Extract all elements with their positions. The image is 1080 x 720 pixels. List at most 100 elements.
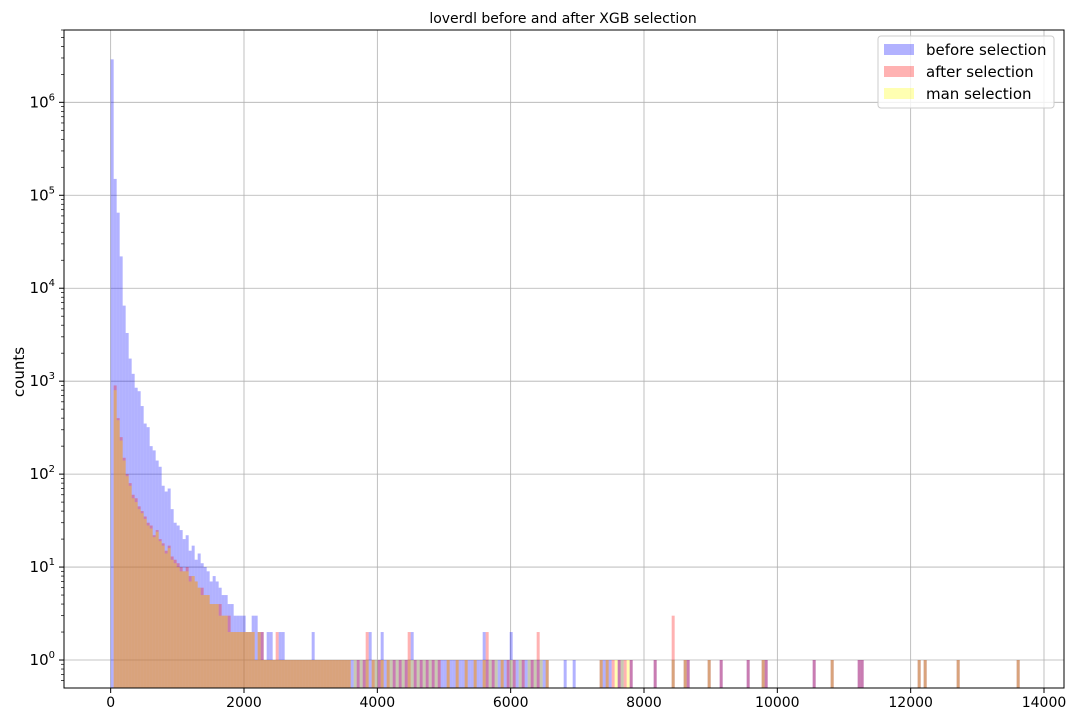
histogram-bar: [197, 587, 201, 688]
histogram-bar: [338, 660, 342, 688]
histogram-bar: [509, 660, 513, 688]
histogram-bar: [263, 660, 267, 688]
histogram-bar: [125, 474, 129, 688]
histogram-bar: [923, 660, 927, 688]
histogram-bar: [359, 660, 363, 688]
histogram-bar: [260, 660, 264, 688]
histogram-bar: [281, 660, 285, 688]
histogram-bar: [347, 660, 351, 688]
histogram-bar: [260, 632, 264, 688]
histogram-bar: [188, 576, 192, 688]
histogram-bar: [230, 632, 234, 688]
histogram-bar: [482, 660, 486, 688]
histogram-bar: [116, 418, 120, 688]
histogram-bar: [233, 615, 237, 688]
histogram-bar: [164, 491, 168, 688]
histogram-bar: [272, 660, 276, 688]
histogram-bar: [536, 632, 540, 688]
histogram-bar: [305, 660, 309, 688]
histogram-bar: [353, 660, 357, 688]
histogram-bar: [191, 576, 195, 688]
histogram-bar: [317, 660, 321, 688]
histogram-bar: [314, 660, 318, 688]
histogram-bar: [761, 660, 765, 688]
histogram-bar: [200, 563, 204, 688]
histogram-bar: [158, 539, 162, 688]
histogram-bar: [287, 660, 291, 688]
histogram-bar: [719, 660, 723, 688]
histogram-bar: [176, 563, 180, 688]
histogram-bar: [653, 660, 657, 688]
histogram-bar: [380, 660, 384, 688]
histogram-bar: [206, 571, 210, 688]
legend-label: man selection: [926, 85, 1032, 103]
histogram-bar: [311, 632, 315, 688]
histogram-bar: [434, 660, 438, 688]
histogram-bar: [122, 305, 126, 688]
histogram-bar: [455, 660, 459, 688]
histogram-bar: [431, 660, 435, 688]
histogram-bar: [149, 446, 153, 688]
histogram-bar: [686, 660, 690, 688]
histogram-bar: [290, 660, 294, 688]
histogram-bars: [110, 59, 1020, 689]
histogram-bar: [671, 660, 675, 688]
histogram-bar: [245, 632, 249, 688]
histogram-bar: [143, 518, 147, 688]
histogram-bar: [437, 660, 441, 688]
histogram-bar: [308, 660, 312, 688]
histogram-bar: [188, 550, 192, 688]
histogram-bar: [356, 660, 360, 688]
histogram-bar: [398, 660, 402, 688]
histogram-bar: [266, 632, 270, 688]
histogram-bar: [605, 660, 609, 688]
histogram-bar: [506, 660, 510, 688]
histogram-bar: [161, 543, 165, 688]
histogram-bar: [299, 660, 303, 688]
histogram-bar: [323, 660, 327, 688]
histogram-bar: [284, 660, 288, 688]
legend-swatch: [884, 66, 914, 77]
plot-frame: [63, 29, 1065, 689]
histogram-bar: [467, 660, 471, 688]
histogram-bar: [203, 595, 207, 688]
histogram-bar: [236, 632, 240, 688]
histogram-bar: [482, 660, 486, 688]
histogram-bar: [308, 660, 312, 688]
histogram-bar: [263, 660, 267, 688]
histogram-bar: [479, 660, 483, 688]
histogram-bar: [113, 178, 117, 688]
histogram-bar: [278, 632, 282, 688]
histogram-bar: [608, 660, 612, 688]
series-group: [113, 385, 1020, 688]
histogram-bar: [194, 581, 198, 688]
histogram-bar: [251, 632, 255, 688]
histogram-bar: [152, 450, 156, 688]
histogram-bar: [164, 553, 168, 688]
histogram-bar: [545, 660, 549, 688]
histogram-bar: [464, 660, 468, 688]
histogram-bar: [428, 660, 432, 688]
histogram-bar: [224, 615, 228, 688]
histogram-bar: [476, 660, 480, 688]
histogram-bar: [248, 632, 252, 688]
histogram-bar: [371, 660, 375, 688]
histogram-bar: [311, 660, 315, 688]
histogram-bar: [221, 615, 225, 688]
histogram-bar: [515, 660, 519, 688]
x-tick-label: 6000: [493, 695, 529, 711]
histogram-bar: [221, 615, 225, 688]
histogram-bar: [131, 498, 135, 688]
series-group: [110, 59, 1020, 689]
histogram-bar: [434, 660, 438, 688]
x-tick-label: 2000: [226, 695, 262, 711]
histogram-bar: [473, 660, 477, 688]
histogram-bar: [446, 660, 450, 688]
histogram-bar: [425, 660, 429, 688]
histogram-bar: [293, 660, 297, 688]
histogram-bar: [572, 660, 576, 688]
histogram-bar: [518, 660, 522, 688]
histogram-bar: [530, 660, 534, 688]
histogram-bar: [290, 660, 294, 688]
histogram-bar: [140, 513, 144, 688]
